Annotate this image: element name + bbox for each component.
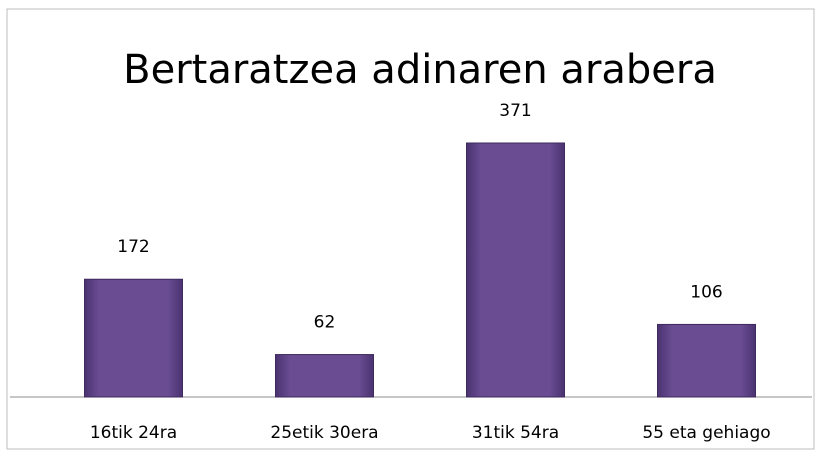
x-tick-label: 31tik 54ra — [472, 423, 559, 443]
value-label: 172 — [117, 237, 149, 257]
value-label: 62 — [314, 313, 336, 333]
bar — [466, 142, 565, 398]
bar — [657, 323, 756, 398]
bar — [275, 354, 374, 398]
x-tick-label: 16tik 24ra — [90, 423, 177, 443]
value-label: 371 — [499, 101, 531, 121]
chart-title: Bertaratzea adinaren arabera — [123, 47, 717, 93]
bar — [84, 278, 183, 398]
value-label: 106 — [690, 282, 722, 302]
x-tick-label: 55 eta gehiago — [642, 423, 770, 443]
x-tick-label: 25etik 30era — [270, 423, 378, 443]
